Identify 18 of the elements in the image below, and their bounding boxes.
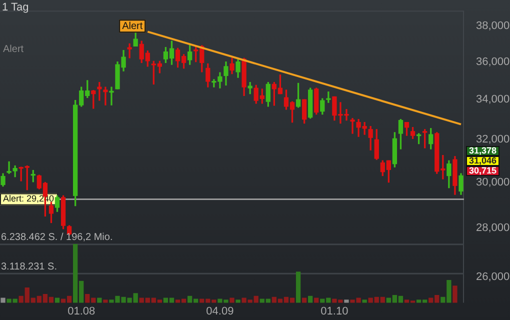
ref-line-label: 6.238.462 S. / 196,2 Mio. — [1, 232, 113, 244]
y-tick-label: 32,000 — [476, 134, 510, 146]
ref-line-label: 3.118.231 S. — [1, 261, 57, 272]
chart-subtitle: 1 Tag — [2, 2, 29, 14]
annotation: Alert — [122, 20, 143, 32]
y-tick-label: 38,000 — [476, 20, 510, 32]
y-tick-label: 30,000 — [476, 176, 510, 188]
y-tick-label: 26,000 — [476, 270, 510, 283]
text: 31,378 — [469, 145, 497, 156]
annotation: Alert — [3, 44, 24, 55]
x-tick-label: 04.09 — [206, 305, 234, 318]
y-tick-label: 28,000 — [476, 222, 510, 234]
text: 31,046 — [469, 155, 497, 166]
y-tick-label: 34,000 — [476, 94, 510, 106]
x-tick-label: 01.08 — [68, 305, 96, 318]
text: 30,715 — [469, 165, 497, 176]
y-tick-label: 36,000 — [476, 56, 510, 68]
x-tick-label: 01.10 — [320, 305, 348, 318]
